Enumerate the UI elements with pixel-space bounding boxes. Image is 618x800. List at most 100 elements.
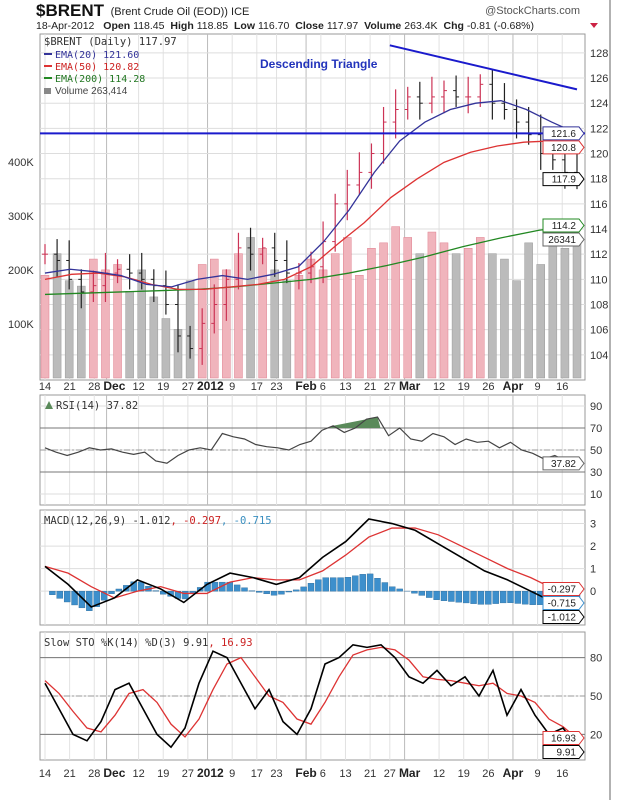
macd-histogram-bar [359, 574, 366, 592]
macd-line [44, 518, 578, 615]
volume-bar [572, 235, 582, 379]
x-tick-label: 9 [229, 381, 235, 393]
legend-ema50: EMA(50) 120.82 [55, 62, 139, 73]
value-tag-text: 26341 [548, 235, 576, 246]
macd-histogram-bar [448, 590, 455, 602]
rsi-tag: 37.82 [542, 456, 585, 471]
x-tick-label: 28 [88, 768, 100, 780]
macd-histogram-bar [411, 590, 418, 594]
macd-histogram-bar [248, 590, 256, 592]
y-tick-label: 124 [590, 98, 608, 110]
volume-bar [343, 237, 352, 379]
x-tick-label: 23 [270, 768, 282, 780]
ema50-tag: 120.8 [542, 140, 585, 155]
macd-histogram-bar [389, 586, 396, 592]
y-tick-label: 30 [590, 467, 602, 479]
x-tick-label: 17 [251, 768, 263, 780]
macd-histogram-bar [278, 590, 285, 595]
x-tick-label: 21 [64, 768, 76, 780]
price-bar [114, 259, 121, 284]
price-bar [211, 284, 218, 334]
volume-bar [294, 275, 304, 379]
macd-histogram-bar [396, 588, 403, 592]
x-tick-label: 13 [339, 768, 351, 780]
x-tick-label: 27 [384, 381, 396, 393]
macd-histogram-bar [63, 590, 71, 603]
price-bar [259, 237, 266, 265]
down-arrow-icon [590, 23, 598, 28]
value-tag-box [542, 456, 585, 471]
price-bar [332, 193, 339, 252]
price-bar [416, 81, 423, 120]
x-tick-label: 2012 [197, 766, 224, 780]
volume-bar [330, 253, 340, 379]
macd-histogram-bar [492, 590, 499, 604]
price-bar [477, 74, 484, 107]
macd-histogram-bar [344, 577, 352, 592]
volume-bar [488, 253, 497, 379]
macd-histogram-bar [49, 590, 56, 595]
x-tick-label: 12 [132, 381, 144, 393]
value-tag-text: -0.297 [548, 585, 577, 596]
volume-bar [258, 248, 267, 379]
volume-bar [40, 275, 50, 379]
ema20-line [44, 100, 578, 288]
value-tag-text: 114.2 [552, 221, 577, 232]
price-bar [380, 106, 387, 164]
macd-histogram-bar [381, 582, 389, 592]
value-tag-text: 16.93 [551, 734, 576, 745]
macd-histogram-bar [270, 590, 278, 596]
value-tag-box [542, 140, 585, 155]
volume-tick-label: 200K [8, 265, 34, 277]
macd-histogram-bar [374, 578, 381, 592]
x-tick-label: Feb [295, 379, 316, 393]
macd-histogram-bar [433, 590, 440, 600]
rsi-overbought-fill [330, 417, 381, 428]
x-tick-label: 14 [39, 768, 51, 780]
x-tick-label: 21 [364, 381, 376, 393]
y-tick-label: 90 [590, 401, 602, 413]
macd-histogram-bar [337, 577, 344, 592]
volume-bar [476, 237, 485, 379]
x-tick-label: 19 [157, 381, 169, 393]
x-tick-label: 12 [132, 768, 144, 780]
volume-bar [451, 253, 461, 379]
macd-histogram-bar [418, 590, 426, 596]
value-tag-box [542, 172, 585, 187]
y-tick-label: 0 [590, 586, 596, 598]
price-bar [199, 308, 206, 365]
price-bar [441, 80, 447, 114]
x-tick-label: 27 [384, 768, 396, 780]
macd-histogram-bar [536, 590, 544, 605]
x-tick-label: 21 [364, 768, 376, 780]
legend-volume: Volume 263,414 [55, 86, 128, 97]
volume-tick-label: 100K [8, 319, 34, 331]
x-tick-label: 27 [182, 381, 194, 393]
y-tick-label: 110 [590, 274, 608, 286]
y-tick-label: 80 [590, 653, 602, 665]
legend-ema200: EMA(200) 114.28 [55, 74, 145, 85]
price-bar [489, 69, 496, 120]
macd-histogram-bar [293, 589, 300, 592]
value-tag-box [542, 596, 585, 610]
volume-bar [125, 291, 134, 379]
macd-histogram-bar [315, 579, 322, 592]
ema200-tag: 114.2 [542, 218, 585, 233]
price-bar [368, 143, 375, 189]
macd-histogram-bar [263, 590, 270, 595]
y-tick-label: 114 [590, 224, 608, 236]
macd-histogram-bar [477, 590, 485, 605]
sto-k-line [44, 643, 578, 749]
volume-bar [367, 248, 376, 379]
macd-histogram-bar [241, 587, 248, 592]
y-tick-label: 122 [590, 123, 608, 135]
x-tick-label: 19 [458, 381, 470, 393]
volume-bar [270, 269, 279, 379]
value-tag-box [542, 745, 585, 759]
volume-tick-label: 400K [8, 157, 34, 169]
y-tick-label: 108 [590, 300, 608, 312]
price-bar [283, 240, 290, 284]
macd-signal-line [44, 527, 578, 599]
macd-histogram-bar [152, 590, 160, 592]
